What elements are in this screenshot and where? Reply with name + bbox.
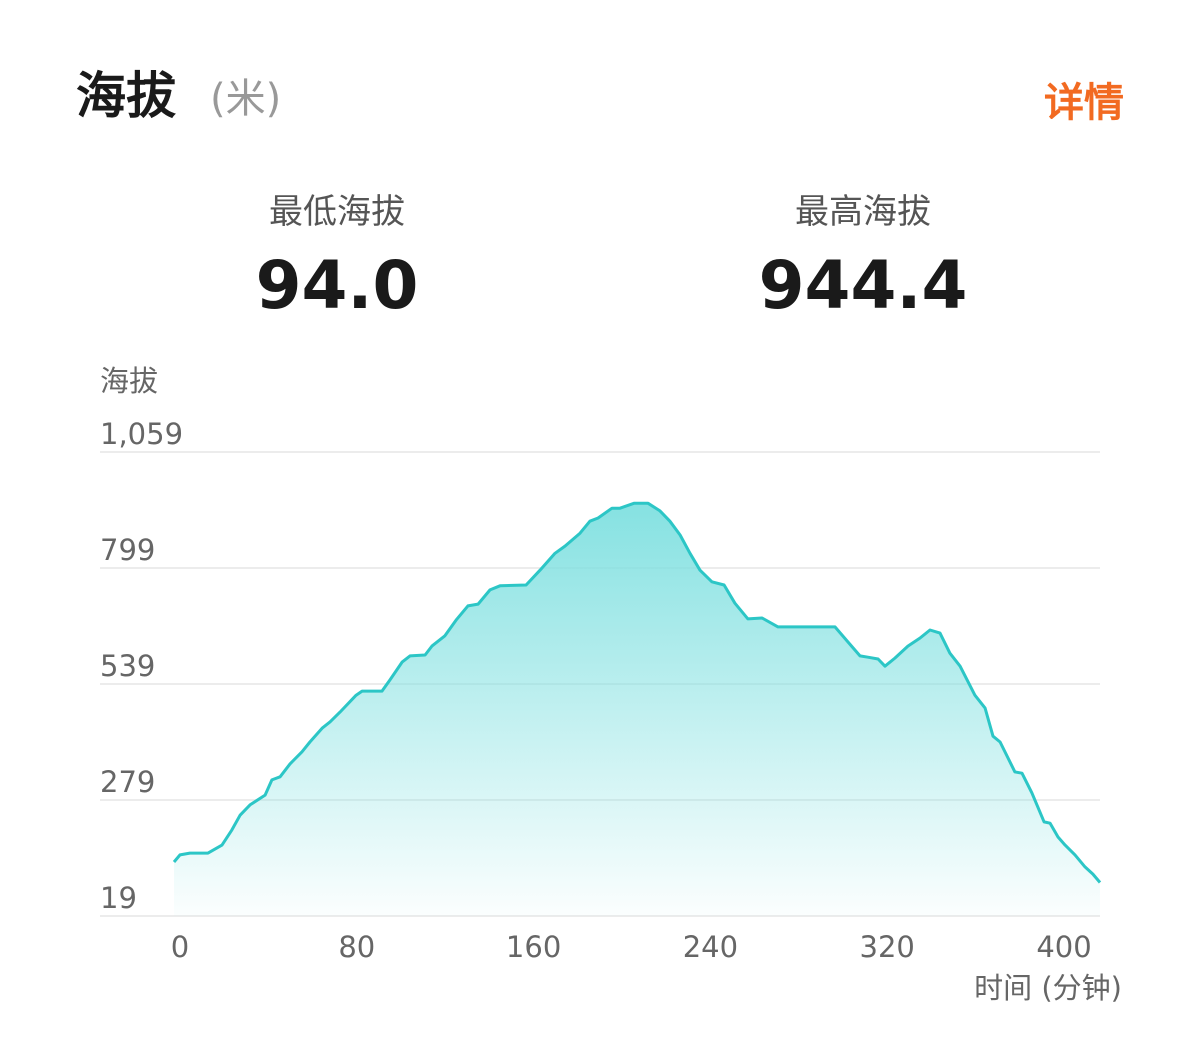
x-axis-label: 时间 (分钟): [974, 971, 1122, 1005]
x-tick-label: 240: [683, 930, 738, 964]
unit-label: (米): [210, 76, 282, 122]
x-tick-label: 400: [1036, 930, 1091, 964]
y-tick-label: 799: [100, 533, 155, 567]
stat-label: 最高海拔: [795, 192, 931, 232]
area-fill: [174, 503, 1100, 916]
details-link[interactable]: 详情: [1044, 80, 1124, 126]
stat-value: 94.0: [255, 247, 419, 324]
stat-label: 最低海拔: [269, 192, 405, 232]
altitude-line: [172, 501, 1102, 884]
min-altitude-stat: 最低海拔 94.0: [137, 184, 537, 324]
y-tick-label: 539: [100, 649, 155, 683]
x-tick-label: 80: [338, 930, 375, 964]
page-title: 海拔: [76, 67, 176, 125]
y-tick-label: 1,059: [100, 417, 183, 451]
x-tick-label: 0: [171, 930, 189, 964]
y-axis-label: 海拔: [100, 364, 158, 398]
max-altitude-stat: 最高海拔 944.4: [663, 184, 1063, 324]
x-tick-label: 320: [860, 930, 915, 964]
y-tick-label: 279: [100, 765, 155, 799]
stat-value: 944.4: [758, 247, 968, 324]
y-tick-label: 19: [100, 881, 137, 915]
x-tick-label: 160: [506, 930, 561, 964]
